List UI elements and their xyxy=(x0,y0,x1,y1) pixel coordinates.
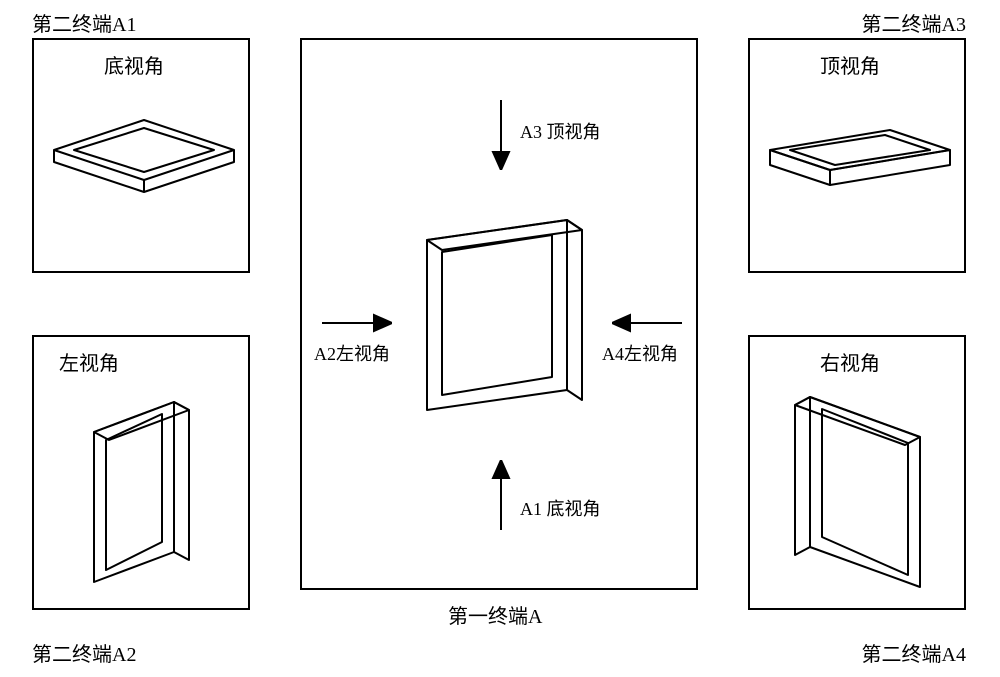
label-terminal-a2: 第二终端A2 xyxy=(32,638,136,667)
panel-center: A3 顶视角 A2左视角 A4左视角 A1 底视角 xyxy=(300,38,698,590)
arrow-top-icon xyxy=(488,100,514,170)
shape-top-view-block xyxy=(750,120,968,240)
shape-bottom-view-tray xyxy=(34,110,252,260)
label-terminal-a4: 第二终端A4 xyxy=(862,638,966,667)
panel-right-view: 右视角 xyxy=(748,335,966,610)
title-left-view: 左视角 xyxy=(59,347,119,376)
panel-left-view: 左视角 xyxy=(32,335,250,610)
shape-left-view-frame xyxy=(64,382,224,602)
arrow-right-icon xyxy=(612,310,682,336)
arrow-bottom-label: A1 底视角 xyxy=(520,495,601,521)
shape-right-view-frame xyxy=(760,377,960,607)
arrow-bottom-icon xyxy=(488,460,514,530)
title-top-view: 顶视角 xyxy=(820,50,880,79)
title-bottom-view: 底视角 xyxy=(104,50,164,79)
title-right-view: 右视角 xyxy=(820,347,880,376)
arrow-top-label: A3 顶视角 xyxy=(520,118,601,144)
label-terminal-a1: 第二终端A1 xyxy=(32,8,136,37)
shape-center-frame xyxy=(387,200,617,430)
arrow-left-label: A2左视角 xyxy=(314,340,390,366)
arrow-left-icon xyxy=(322,310,392,336)
panel-bottom-view: 底视角 xyxy=(32,38,250,273)
label-terminal-a-center: 第一终端A xyxy=(448,600,542,629)
panel-top-view: 顶视角 xyxy=(748,38,966,273)
label-terminal-a3: 第二终端A3 xyxy=(862,8,966,37)
